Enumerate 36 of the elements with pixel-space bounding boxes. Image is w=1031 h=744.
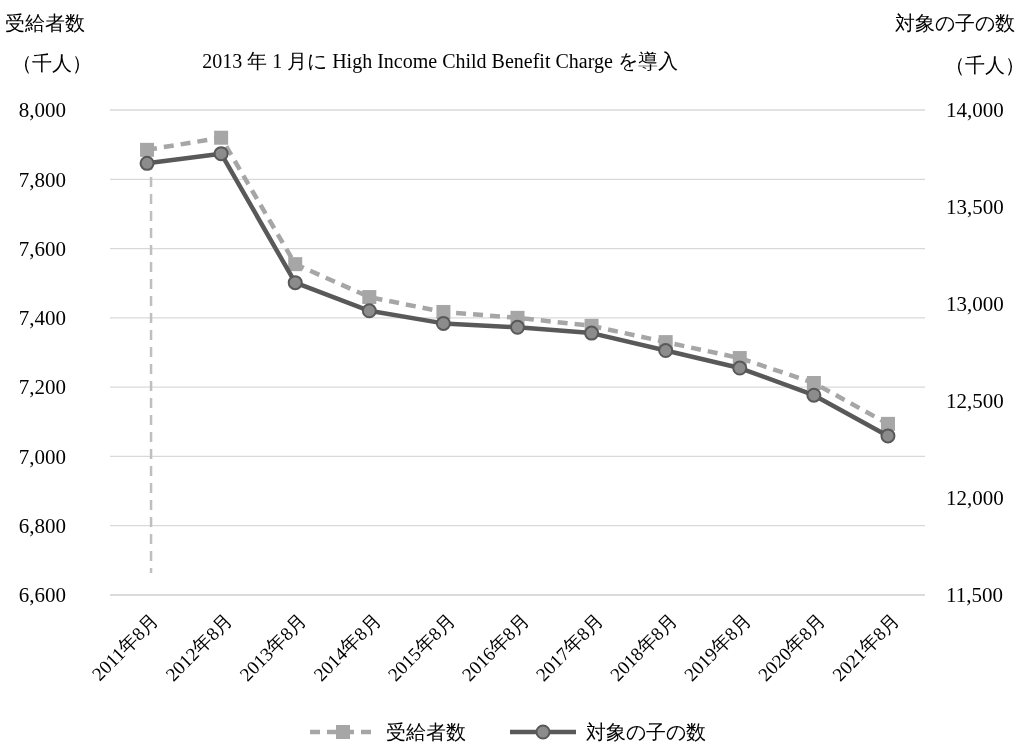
y-tick-label: 7,200 bbox=[18, 375, 66, 400]
legend-label: 受給者数 bbox=[386, 721, 466, 743]
y2-tick-label: 12,000 bbox=[946, 486, 1004, 511]
y2-tick-label: 14,000 bbox=[946, 98, 1004, 123]
point bbox=[658, 343, 674, 359]
point bbox=[362, 290, 377, 305]
y2-axis-title: 対象の子の数（千人） bbox=[895, 12, 1025, 76]
y-tick-label: 7,000 bbox=[18, 444, 66, 469]
point bbox=[732, 360, 748, 376]
point bbox=[140, 142, 155, 157]
point bbox=[361, 303, 377, 319]
point bbox=[880, 428, 896, 444]
point bbox=[213, 146, 229, 162]
y-tick-label: 7,600 bbox=[18, 236, 66, 261]
y2-tick-label: 12,500 bbox=[946, 389, 1004, 414]
x-tick-label: 2011年8月 bbox=[87, 609, 163, 685]
y-tick-label: 7,800 bbox=[18, 167, 66, 192]
y-axis-title: 受給者数（千人） bbox=[5, 12, 92, 74]
y2-tick-label: 11,500 bbox=[946, 583, 1003, 608]
text: 2013 年 1 月に High Income Child Benefit Charge を導入 bbox=[202, 50, 678, 73]
point bbox=[139, 155, 155, 171]
point bbox=[287, 275, 303, 291]
point bbox=[214, 130, 229, 145]
legend-label: 対象の子の数 bbox=[586, 721, 706, 743]
y-tick-label: 6,600 bbox=[18, 583, 66, 608]
point bbox=[806, 375, 821, 390]
point bbox=[806, 387, 822, 403]
y2-tick-label: 13,500 bbox=[946, 195, 1004, 220]
point bbox=[510, 319, 525, 335]
point bbox=[584, 325, 600, 341]
y-tick-label: 7,400 bbox=[18, 306, 66, 331]
y2-tick-label: 13,000 bbox=[946, 292, 1004, 317]
y-tick-label: 6,800 bbox=[18, 514, 66, 539]
point bbox=[435, 315, 451, 331]
point bbox=[288, 257, 303, 272]
y-tick-label: 8,000 bbox=[18, 98, 66, 123]
